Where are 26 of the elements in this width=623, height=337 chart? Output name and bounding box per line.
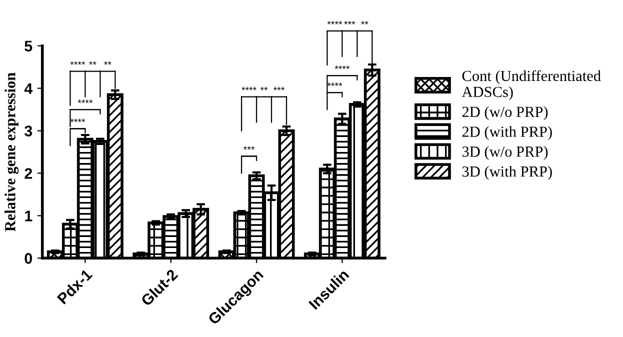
- text: ***: [344, 20, 356, 24]
- legend-label: 3D (w/o PRP): [462, 146, 548, 160]
- annotation: ****: [70, 118, 86, 122]
- annotation: **: [104, 61, 112, 65]
- legend-label: 2D (w/o PRP): [462, 106, 548, 120]
- y-tick-label: 2: [24, 168, 32, 179]
- y-tick-label: 1: [25, 210, 32, 222]
- annotation: **: [260, 86, 268, 90]
- legend-label: Cont (Undifferentiated ADSCs): [462, 70, 601, 100]
- y-tick-label: 0: [24, 253, 32, 264]
- legend-label: 2D (with PRP): [462, 126, 552, 140]
- y-tick-label: 5: [24, 40, 32, 52]
- annotation: ***: [273, 86, 285, 90]
- annotation: ****: [78, 100, 93, 103]
- annotation: ****: [334, 66, 350, 69]
- annotation: **: [89, 61, 96, 65]
- annotation: ****: [70, 61, 86, 65]
- text: **: [361, 20, 368, 24]
- y-tick-label: 4: [24, 83, 33, 94]
- y-tick-label: 3: [24, 126, 32, 136]
- annotation: ***: [244, 146, 255, 150]
- annotation: ****: [327, 82, 342, 86]
- legend-label: 3D (with PRP): [462, 166, 552, 180]
- annotation: ****: [242, 86, 256, 90]
- y-axis-title: Relative gene expression: [4, 72, 19, 232]
- text: ****: [327, 20, 342, 24]
